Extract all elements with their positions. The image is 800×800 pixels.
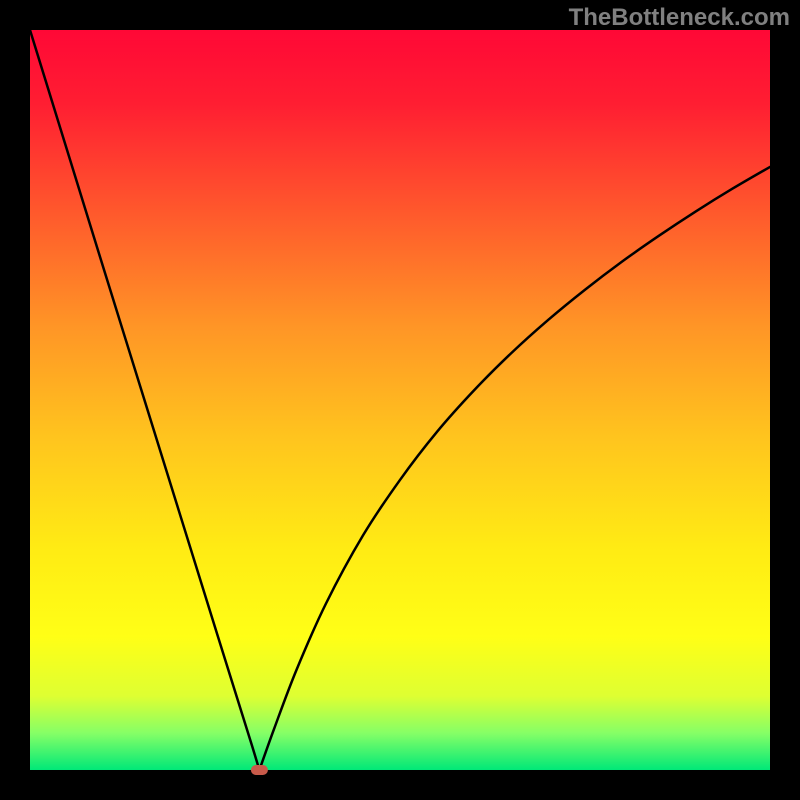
chart-container: TheBottleneck.com xyxy=(0,0,800,800)
watermark-text: TheBottleneck.com xyxy=(569,4,790,32)
minimum-marker xyxy=(251,765,268,775)
bottleneck-chart xyxy=(0,0,800,800)
plot-background xyxy=(30,30,770,770)
